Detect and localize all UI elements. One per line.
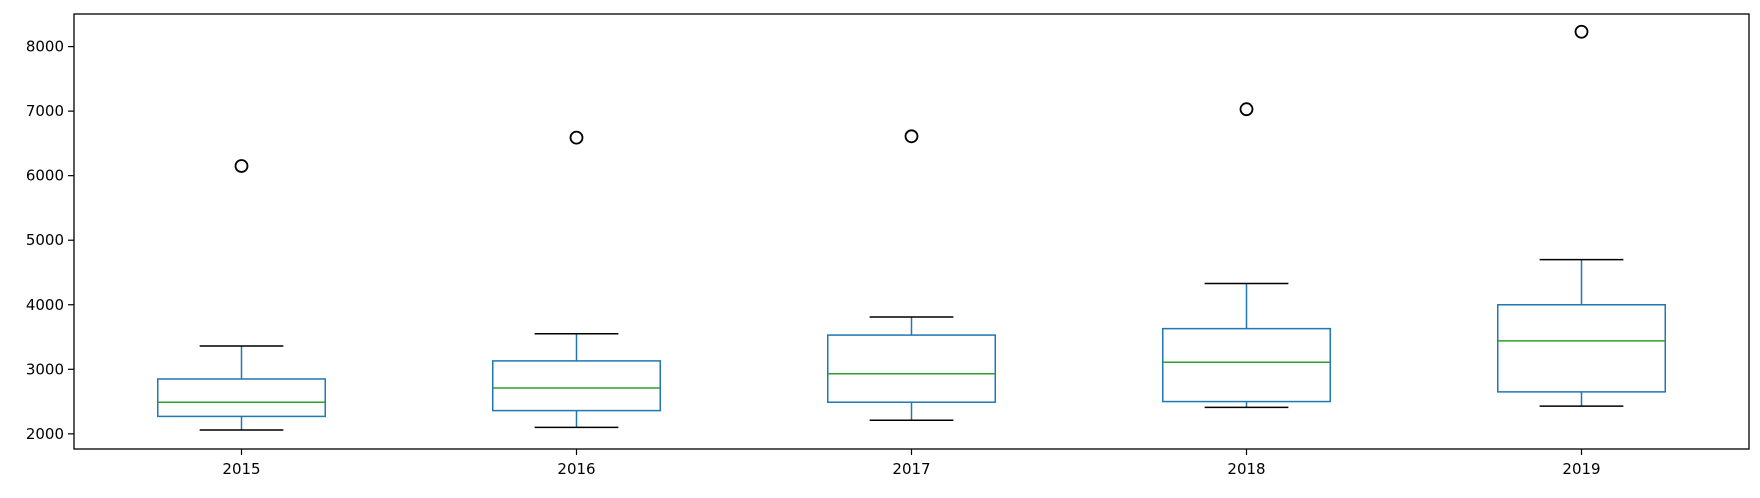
box: [1162, 327, 1331, 403]
x-axis: 2015 2016 2017 2018 2019: [222, 449, 1601, 478]
box: [827, 334, 996, 403]
box: [157, 378, 326, 418]
y-tick-label: 7000: [26, 102, 64, 120]
y-tick-label: 8000: [26, 38, 64, 56]
outlier-point: [569, 130, 584, 145]
y-tick-label: 4000: [26, 296, 64, 314]
box-group-2016: [492, 130, 661, 429]
y-axis: 2000 3000 4000 5000 6000 7000 8000: [26, 38, 74, 443]
outlier-point: [234, 159, 249, 173]
box-group-2015: [157, 159, 326, 431]
y-tick-label: 5000: [26, 231, 64, 249]
box-group-2017: [827, 129, 996, 422]
y-tick-label: 2000: [26, 425, 64, 443]
outlier-point: [1574, 24, 1589, 39]
x-tick-label: 2019: [1562, 460, 1600, 478]
box-group-2018: [1162, 102, 1331, 409]
box: [1497, 304, 1666, 393]
x-tick-label: 2016: [557, 460, 595, 478]
y-tick-label: 6000: [26, 167, 64, 185]
x-tick-label: 2015: [222, 460, 260, 478]
x-tick-label: 2017: [892, 460, 930, 478]
outlier-point: [904, 129, 919, 144]
x-tick-label: 2018: [1227, 460, 1265, 478]
plot-marks: [157, 24, 1666, 431]
box-group-2019: [1497, 24, 1666, 407]
box: [492, 360, 661, 412]
y-tick-label: 3000: [26, 360, 64, 378]
outlier-point: [1239, 102, 1254, 117]
